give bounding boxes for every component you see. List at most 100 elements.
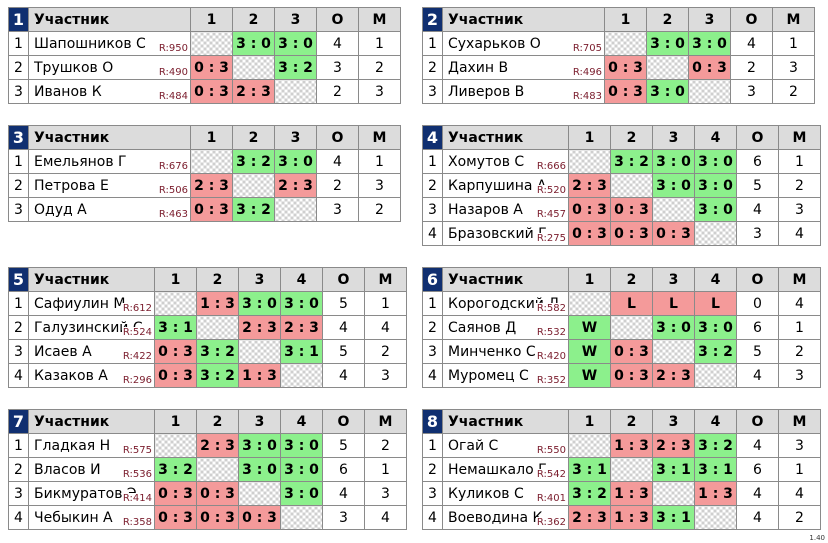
- participant-cell: Трушков О R:490: [28, 55, 191, 80]
- place-value: 1: [778, 315, 821, 340]
- points-header: О: [730, 7, 773, 32]
- column-header-3: 3: [652, 267, 695, 292]
- loss-score-cell: 1 : 3: [610, 481, 653, 506]
- participant-cell: Огай С R:550: [442, 433, 569, 458]
- group-header-row: 8 Участник 1 2 3 4 О М: [422, 409, 821, 434]
- rating-label: R:358: [121, 517, 152, 528]
- participant-name: Минченко С: [448, 343, 536, 360]
- loss-score-cell: 0 : 3: [610, 221, 653, 246]
- participant-name: Муромец С: [448, 367, 529, 384]
- points-value: 2: [316, 173, 359, 198]
- loss-score-cell: 0 : 3: [190, 55, 233, 80]
- loss-score-cell: 2 : 3: [232, 79, 275, 104]
- win-score-cell: 3 : 0: [280, 481, 323, 506]
- rating-label: R:520: [535, 185, 566, 196]
- row-number: 2: [422, 55, 443, 80]
- group-header-row: 4 Участник 1 2 3 4 О М: [422, 125, 821, 150]
- points-value: 4: [322, 315, 365, 340]
- place-value: 2: [364, 433, 407, 458]
- self-match-cell: [568, 433, 611, 458]
- loss-score-cell: 0 : 3: [568, 197, 611, 222]
- rating-label: R:612: [121, 303, 152, 314]
- row-number: 3: [422, 197, 443, 222]
- participant-cell: Корогодский Д R:582: [442, 291, 569, 316]
- place-value: 1: [778, 149, 821, 174]
- participant-cell: Шапошников С R:950: [28, 31, 191, 56]
- participant-name: Иванов К: [34, 83, 102, 100]
- rating-label: R:352: [535, 375, 566, 386]
- loss-score-cell: 0 : 3: [238, 505, 281, 530]
- self-match-cell: [280, 363, 323, 388]
- place-value: 3: [778, 363, 821, 388]
- row-number: 4: [422, 221, 443, 246]
- self-match-cell: [274, 79, 317, 104]
- participant-header: Участник: [442, 7, 605, 32]
- rating-label: R:463: [157, 209, 188, 220]
- group-number: 8: [422, 409, 443, 434]
- participant-header: Участник: [28, 267, 155, 292]
- place-value: 1: [364, 291, 407, 316]
- participant-cell: Одуд А R:463: [28, 197, 191, 222]
- place-header: М: [778, 125, 821, 150]
- participant-name: Куликов С: [448, 485, 524, 502]
- points-value: 4: [736, 197, 779, 222]
- participant-cell: Сухарьков О R:705: [442, 31, 605, 56]
- loss-score-cell: 2 : 3: [568, 505, 611, 530]
- participant-cell: Бразовский Г R:275: [442, 221, 569, 246]
- points-value: 5: [322, 291, 365, 316]
- column-header-2: 2: [610, 267, 653, 292]
- participant-cell: Минченко С R:420: [442, 339, 569, 364]
- points-value: 4: [736, 481, 779, 506]
- rating-label: R:362: [535, 517, 566, 528]
- place-value: 4: [364, 315, 407, 340]
- win-score-cell: 3 : 0: [694, 197, 737, 222]
- place-value: 1: [358, 31, 401, 56]
- row-number: 2: [8, 173, 29, 198]
- win-score-cell: 3 : 0: [646, 79, 689, 104]
- rating-label: R:484: [157, 91, 188, 102]
- participant-cell: Петрова Е R:506: [28, 173, 191, 198]
- row-number: 4: [422, 505, 443, 530]
- points-value: 4: [316, 31, 359, 56]
- column-header-2: 2: [646, 7, 689, 32]
- participant-cell: Ливеров В R:483: [442, 79, 605, 104]
- participant-cell: Назаров А R:457: [442, 197, 569, 222]
- loss-score-cell: 1 : 3: [238, 363, 281, 388]
- place-header: М: [364, 267, 407, 292]
- loss-score-cell: L: [652, 291, 695, 316]
- place-value: 1: [772, 31, 815, 56]
- participant-name: Сафиулин М: [34, 295, 126, 312]
- win-score-cell: 3 : 0: [688, 31, 731, 56]
- win-score-cell: 3 : 2: [232, 149, 275, 174]
- column-header-3: 3: [238, 267, 281, 292]
- rating-label: R:582: [535, 303, 566, 314]
- self-match-cell: [610, 457, 653, 482]
- points-value: 6: [736, 149, 779, 174]
- points-value: 5: [322, 433, 365, 458]
- points-value: 6: [322, 457, 365, 482]
- points-value: 4: [322, 481, 365, 506]
- self-match-cell: [652, 339, 695, 364]
- row-number: 3: [8, 481, 29, 506]
- points-value: 3: [316, 55, 359, 80]
- loss-score-cell: 2 : 3: [238, 315, 281, 340]
- participant-cell: Казаков А R:296: [28, 363, 155, 388]
- points-value: 4: [730, 31, 773, 56]
- rating-label: R:950: [157, 43, 188, 54]
- self-match-cell: [238, 339, 281, 364]
- participant-name: Дахин В: [448, 59, 509, 76]
- place-value: 4: [778, 291, 821, 316]
- column-header-2: 2: [232, 125, 275, 150]
- self-match-cell: [232, 173, 275, 198]
- participant-name: Петрова Е: [34, 177, 109, 194]
- win-score-cell: 3 : 0: [652, 315, 695, 340]
- column-header-2: 2: [610, 125, 653, 150]
